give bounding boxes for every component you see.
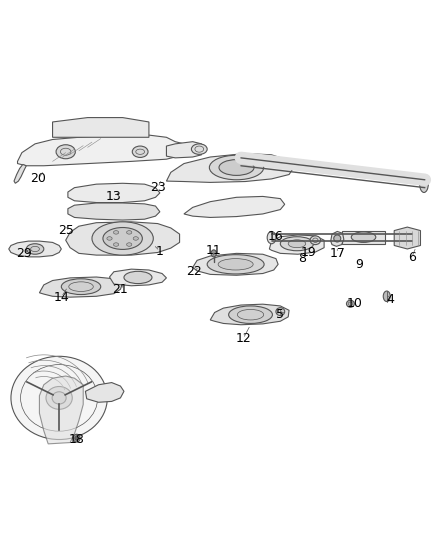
Ellipse shape (61, 279, 101, 295)
Ellipse shape (132, 146, 148, 157)
Text: 17: 17 (329, 247, 345, 260)
Text: 1: 1 (156, 245, 164, 257)
Text: 6: 6 (408, 251, 416, 264)
Polygon shape (53, 118, 149, 138)
Polygon shape (210, 304, 289, 325)
Ellipse shape (351, 232, 376, 243)
Ellipse shape (334, 235, 341, 242)
Polygon shape (18, 135, 184, 166)
Ellipse shape (383, 291, 390, 302)
Ellipse shape (346, 300, 354, 307)
Ellipse shape (276, 308, 285, 316)
Ellipse shape (127, 231, 132, 234)
Text: 10: 10 (347, 297, 363, 310)
Ellipse shape (103, 228, 142, 249)
Text: 11: 11 (206, 244, 222, 257)
Ellipse shape (209, 155, 264, 180)
Polygon shape (39, 376, 83, 444)
Polygon shape (193, 253, 278, 275)
Ellipse shape (310, 236, 321, 245)
Text: 9: 9 (355, 258, 363, 271)
Text: 4: 4 (386, 293, 394, 306)
Ellipse shape (52, 392, 66, 404)
Polygon shape (68, 203, 160, 220)
Text: 20: 20 (31, 172, 46, 185)
Polygon shape (166, 154, 293, 182)
Ellipse shape (133, 237, 138, 240)
Text: 21: 21 (113, 283, 128, 296)
Polygon shape (331, 231, 344, 246)
Text: 8: 8 (298, 252, 306, 265)
Ellipse shape (127, 243, 132, 246)
Ellipse shape (229, 306, 272, 324)
Text: 19: 19 (301, 246, 317, 259)
Text: 22: 22 (186, 265, 201, 278)
Text: 25: 25 (58, 224, 74, 237)
Polygon shape (166, 142, 201, 158)
Ellipse shape (46, 386, 72, 409)
Ellipse shape (420, 175, 428, 192)
Text: 12: 12 (235, 332, 251, 345)
Polygon shape (110, 269, 166, 286)
Ellipse shape (113, 231, 119, 234)
Text: 5: 5 (276, 308, 284, 321)
Ellipse shape (211, 250, 216, 257)
Polygon shape (184, 197, 285, 217)
Ellipse shape (75, 437, 78, 440)
Text: 13: 13 (106, 190, 122, 203)
Polygon shape (394, 227, 420, 249)
Ellipse shape (113, 243, 119, 246)
Polygon shape (14, 165, 26, 183)
Polygon shape (68, 183, 160, 203)
Polygon shape (9, 241, 61, 257)
Ellipse shape (280, 237, 314, 251)
Ellipse shape (219, 159, 254, 175)
Ellipse shape (124, 271, 152, 284)
Text: 29: 29 (16, 247, 32, 260)
Ellipse shape (207, 255, 264, 274)
Polygon shape (269, 235, 324, 254)
Ellipse shape (218, 259, 253, 270)
Ellipse shape (191, 144, 207, 155)
Ellipse shape (267, 231, 276, 244)
Ellipse shape (92, 222, 153, 255)
Polygon shape (85, 383, 124, 402)
Polygon shape (66, 222, 180, 255)
Text: 14: 14 (53, 290, 69, 304)
Ellipse shape (107, 237, 112, 240)
Ellipse shape (11, 356, 107, 440)
Ellipse shape (56, 145, 75, 159)
Ellipse shape (26, 244, 44, 254)
Polygon shape (39, 277, 123, 297)
Ellipse shape (73, 434, 80, 442)
Ellipse shape (288, 240, 306, 248)
Text: 18: 18 (69, 433, 85, 446)
Text: 16: 16 (267, 230, 283, 243)
Polygon shape (342, 231, 385, 244)
Text: 23: 23 (150, 181, 166, 194)
